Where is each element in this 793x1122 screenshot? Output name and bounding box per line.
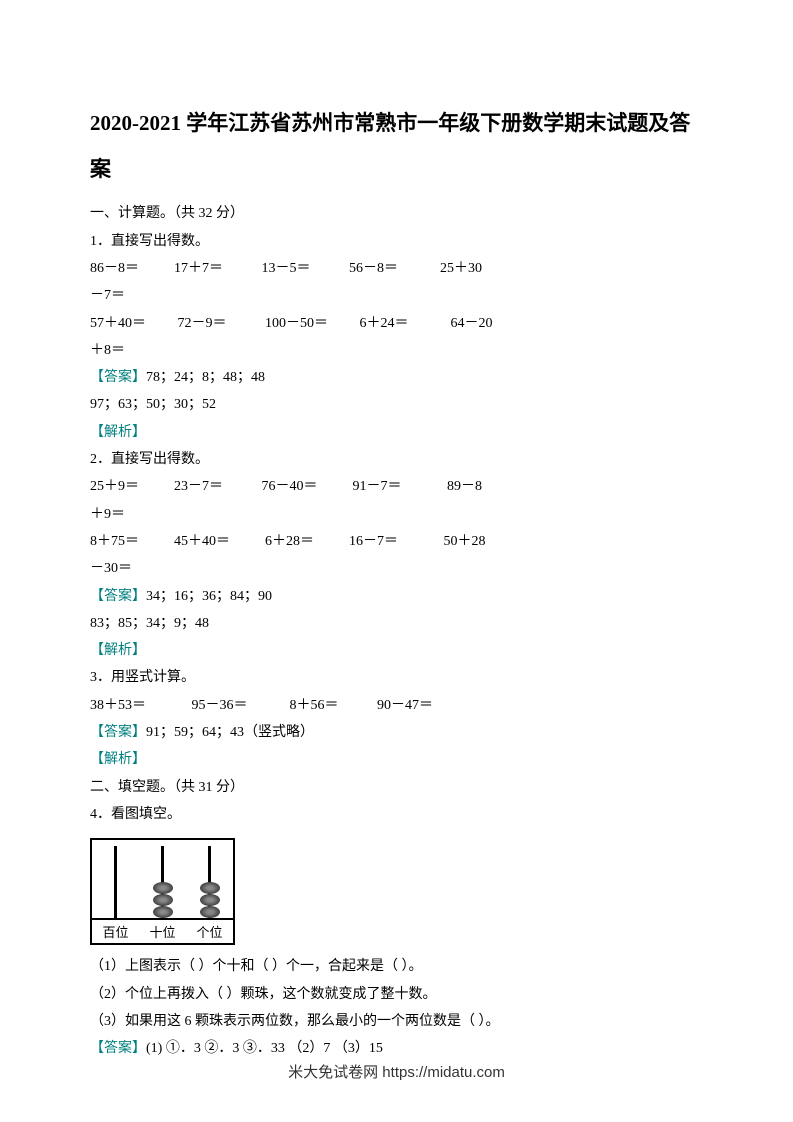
q1-row2: －7＝ [90, 282, 703, 309]
answer-text: 34；16；36；84；90 [146, 589, 272, 604]
q2-row3: 8＋75＝ 45＋40＝ 6＋28＝ 16－7＝ 50＋28 [90, 528, 703, 555]
abacus-rod-ones [208, 846, 211, 918]
q2-label: 2．直接写出得数。 [90, 446, 703, 473]
q4-sub2: （2）个位上再拨入（ ）颗珠，这个数就变成了整十数。 [90, 981, 703, 1008]
bead-icon [153, 894, 173, 906]
q2-row4: －30＝ [90, 555, 703, 582]
bead-icon [200, 882, 220, 894]
answer-label: 【答案】 [90, 370, 146, 385]
q1-row1: 86－8＝ 17＋7＝ 13－5＝ 56－8＝ 25＋30 [90, 255, 703, 282]
answer-label: 【答案】 [90, 1041, 146, 1056]
abacus-diagram: 百位 十位 个位 [90, 838, 703, 945]
answer-text: 91；59；64；43（竖式略） [146, 725, 314, 740]
abacus-label-hundreds: 百位 [92, 922, 139, 941]
q2-row2: ＋9＝ [90, 501, 703, 528]
q3-label: 3．用竖式计算。 [90, 664, 703, 691]
page-footer: 米大免试卷网 https://midatu.com [0, 1061, 793, 1082]
q2-row1: 25＋9＝ 23－7＝ 76－40＝ 91－7＝ 89－8 [90, 473, 703, 500]
section1-header: 一、计算题。（共 32 分） [90, 200, 703, 227]
q1-answer: 【答案】78；24；8；48；48 [90, 364, 703, 391]
q1-label: 1．直接写出得数。 [90, 228, 703, 255]
bead-icon [200, 894, 220, 906]
section2-header: 二、填空题。（共 31 分） [90, 774, 703, 801]
q2-answer-line2: 83；85；34；9；48 [90, 610, 703, 637]
q2-answer: 【答案】34；16；36；84；90 [90, 583, 703, 610]
abacus-rod-hundreds [114, 846, 117, 918]
q1-answer-line2: 97；63；50；30；52 [90, 391, 703, 418]
bead-icon [153, 882, 173, 894]
q3-analysis: 【解析】 [90, 746, 703, 773]
q3-row1: 38＋53＝ 95－36＝ 8＋56＝ 90－47＝ [90, 692, 703, 719]
q4-label: 4．看图填空。 [90, 801, 703, 828]
page-title: 2020-2021 学年江苏省苏州市常熟市一年级下册数学期末试题及答案 [90, 100, 703, 192]
answer-text: (1) ①．3 ②．3 ③．33 （2）7 （3）15 [146, 1041, 383, 1056]
q3-answer: 【答案】91；59；64；43（竖式略） [90, 719, 703, 746]
answer-label: 【答案】 [90, 589, 146, 604]
q1-row3: 57＋40＝ 72－9＝ 100－50＝ 6＋24＝ 64－20 [90, 310, 703, 337]
abacus-rod-tens [161, 846, 164, 918]
q4-sub3: （3）如果用这 6 颗珠表示两位数，那么最小的一个两位数是（ ）。 [90, 1008, 703, 1035]
q1-row4: ＋8＝ [90, 337, 703, 364]
abacus-label-ones: 个位 [186, 922, 233, 941]
bead-icon [153, 906, 173, 918]
answer-text: 78；24；8；48；48 [146, 370, 265, 385]
q4-sub1: （1）上图表示（ ）个十和（ ）个一，合起来是（ ）。 [90, 953, 703, 980]
q2-analysis: 【解析】 [90, 637, 703, 664]
abacus-label-tens: 十位 [139, 922, 186, 941]
q1-analysis: 【解析】 [90, 419, 703, 446]
bead-icon [200, 906, 220, 918]
q4-answer: 【答案】(1) ①．3 ②．3 ③．33 （2）7 （3）15 [90, 1035, 703, 1062]
answer-label: 【答案】 [90, 725, 146, 740]
